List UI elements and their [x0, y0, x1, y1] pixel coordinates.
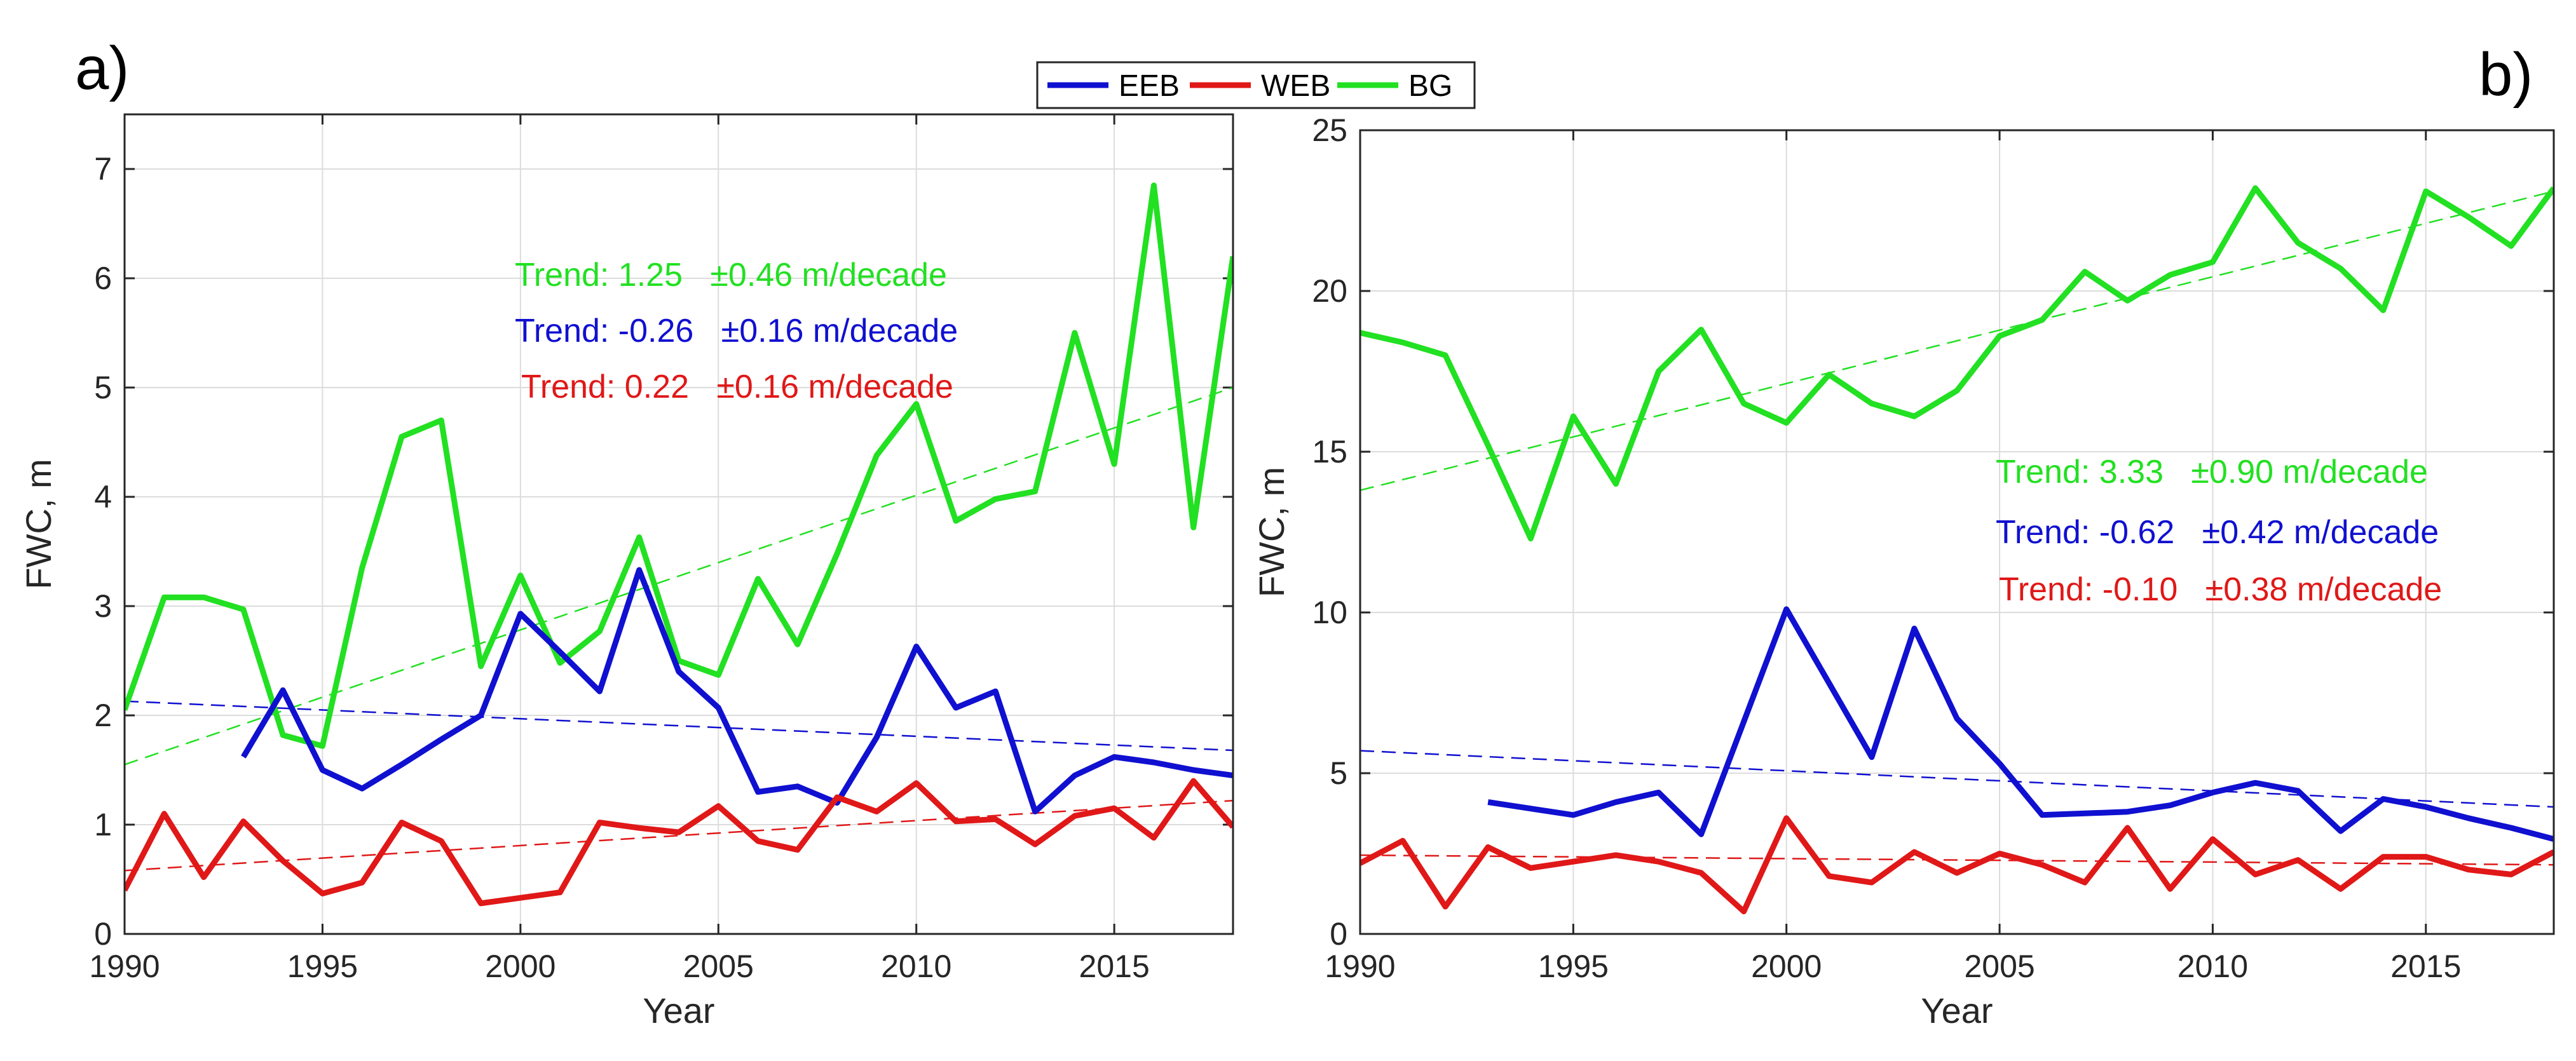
- legend-label-eeb: EEB: [1119, 69, 1180, 103]
- x-tick-label: 2010: [881, 949, 951, 984]
- y-axis-label: FWC, m: [1251, 467, 1291, 597]
- trend-annotation: Trend: 3.33 ±0.90 m/decade: [1996, 454, 2428, 490]
- y-tick-label: 4: [94, 479, 112, 515]
- legend-box: [1036, 61, 1476, 109]
- trend-annotation: Trend: 1.25 ±0.46 m/decade: [515, 257, 947, 294]
- trendline-eeb: [125, 700, 1233, 752]
- legend-label-web: WEB: [1261, 69, 1330, 103]
- y-tick-label: 0: [1330, 916, 1347, 952]
- x-tick-label: 2005: [1964, 949, 2034, 984]
- series-line-web: [1360, 815, 2554, 915]
- y-tick-label: 5: [94, 370, 112, 405]
- series-line-eeb: [241, 567, 1233, 814]
- y-tick-label: 5: [1330, 755, 1347, 791]
- axes-box: [123, 113, 1234, 935]
- y-tick-label: 10: [1312, 595, 1347, 630]
- x-tick-label: 1995: [287, 949, 358, 984]
- panel-b: 1990 1995 2000 2005 2010 2015 0 5 10 15 20 25 Year FW…: [1251, 41, 2555, 1031]
- x-tick-label: 2015: [1079, 949, 1150, 984]
- panel-label: b): [2479, 41, 2533, 109]
- trendline-bg: [1360, 190, 2554, 491]
- y-tick-label: 0: [94, 916, 112, 952]
- x-tick-label: 2010: [2177, 949, 2248, 984]
- x-tick-label: 1995: [1538, 949, 1609, 984]
- plot-area: [1360, 130, 2554, 934]
- y-tick-label: 25: [1312, 112, 1347, 148]
- trendline-eeb: [1360, 750, 2554, 808]
- y-tick-label: 2: [94, 698, 112, 733]
- trend-annotation: Trend: -0.26 ±0.16 m/decade: [515, 313, 958, 349]
- y-tick-label: 20: [1312, 273, 1347, 309]
- trend-annotation: Trend: -0.62 ±0.42 m/decade: [1996, 514, 2439, 551]
- x-tick-label: 2000: [485, 949, 555, 984]
- data-layer: [125, 182, 1233, 907]
- x-axis-label: Year: [1921, 990, 1993, 1031]
- panel-a: 1990 1995 2000 2005 2010 2015 0 1 2 3 4 5 6 7 Year FWC,…: [18, 34, 1234, 1031]
- trend-annotation: Trend: -0.10 ±0.38 m/decade: [1999, 571, 2442, 608]
- y-axis-label: FWC, m: [18, 459, 58, 589]
- trend-annotation: Trend: 0.22 ±0.16 m/decade: [521, 368, 953, 405]
- data-layer: [1360, 185, 2554, 915]
- y-tick-label: 15: [1312, 434, 1347, 470]
- x-axis-label: Year: [643, 990, 714, 1031]
- series-line-bg: [1360, 185, 2554, 542]
- trendline-web: [1360, 854, 2554, 866]
- x-tick-label: 2005: [683, 949, 754, 984]
- legend-label-bg: BG: [1408, 69, 1452, 103]
- trendline-web: [125, 799, 1233, 872]
- y-tick-label: 6: [94, 260, 112, 296]
- series-line-eeb: [1487, 606, 2554, 842]
- series-line-web: [125, 778, 1233, 907]
- plot-area: [125, 114, 1233, 934]
- y-tick-label: 1: [94, 807, 112, 842]
- legend: EEB WEB BG: [1036, 61, 1476, 109]
- x-tick-label: 2000: [1751, 949, 1822, 984]
- x-tick-label: 1990: [89, 949, 160, 984]
- y-tick-label: 7: [94, 151, 112, 187]
- panel-label: a): [75, 34, 129, 102]
- axes-box: [1359, 129, 2555, 935]
- y-tick-label: 3: [94, 588, 112, 624]
- x-tick-label: 2015: [2390, 949, 2461, 984]
- x-tick-label: 1990: [1325, 949, 1395, 984]
